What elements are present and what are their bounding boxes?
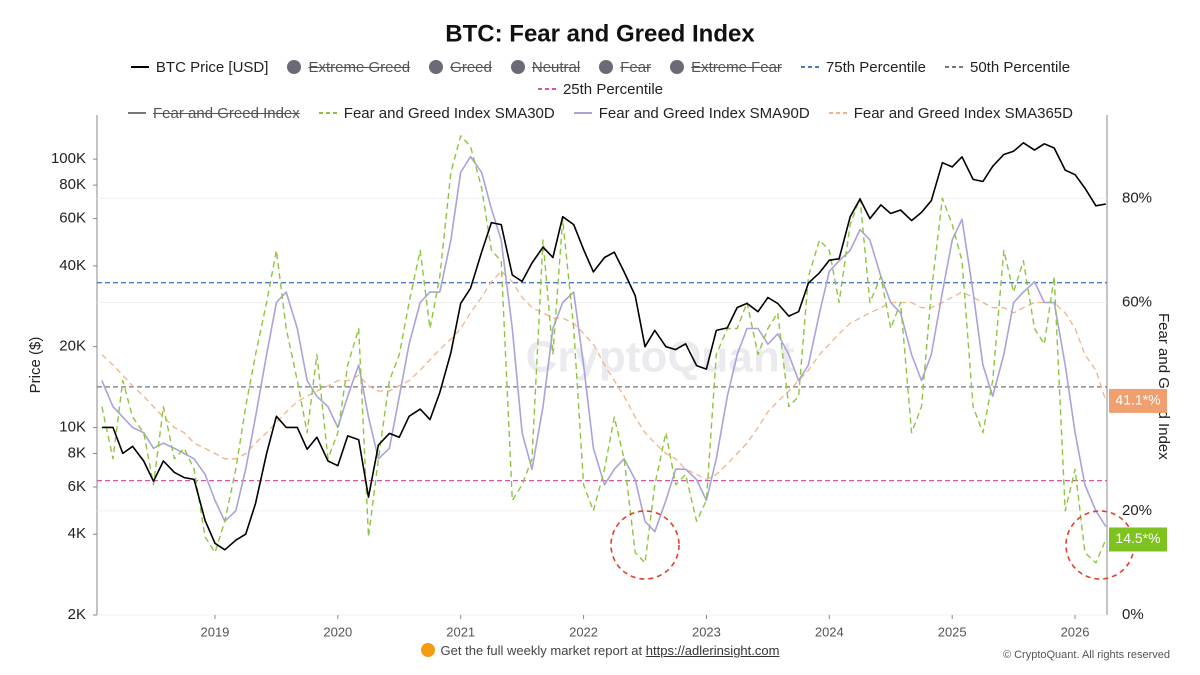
legend-swatch: [945, 66, 963, 68]
x-tick-label: 2025: [938, 624, 967, 639]
legend-swatch: [287, 60, 302, 74]
x-tick-label: 2019: [200, 624, 229, 639]
legend-label: 25th Percentile: [562, 80, 664, 98]
y2-tick-label: 0%: [1122, 606, 1144, 623]
legend-item[interactable]: Neutral: [510, 57, 580, 77]
legend-label: Extreme Greed: [308, 58, 411, 76]
legend-swatch: [573, 112, 592, 114]
legend-label: Fear and Greed Index SMA365D: [853, 104, 1073, 122]
y-axis-title: Price ($): [27, 337, 44, 394]
footer: Get the full weekly market report at htt…: [0, 643, 1200, 658]
legend-swatch: [670, 60, 685, 74]
legend-swatch: [599, 60, 614, 74]
legend-item[interactable]: 75th Percentile: [800, 57, 926, 77]
legend-label: Neutral: [531, 58, 581, 76]
legend-label: 75th Percentile: [825, 58, 926, 76]
legend-label: Greed: [450, 58, 492, 76]
legend: BTC Price [USD] Extreme Greed Greed Neutral…: [60, 57, 1140, 123]
legend-item[interactable]: Fear and Greed Index SMA30D: [318, 103, 555, 123]
y-tick-label: 80K: [59, 176, 86, 193]
legend-label: Fear and Greed Index SMA30D: [343, 104, 555, 122]
legend-label: Fear and Greed Index: [153, 104, 300, 122]
x-tick-label: 2021: [446, 624, 475, 639]
legend-item[interactable]: Extreme Greed: [286, 57, 410, 77]
legend-item[interactable]: Greed: [428, 57, 492, 77]
legend-label: Extreme Fear: [691, 58, 782, 76]
legend-swatch: [128, 112, 147, 114]
x-tick-label: 2022: [569, 624, 598, 639]
y2-tick-label: 80%: [1122, 189, 1152, 206]
y-tick-label: 4K: [68, 525, 86, 542]
legend-item[interactable]: 50th Percentile: [944, 57, 1070, 77]
legend-item[interactable]: Extreme Fear: [669, 57, 782, 77]
chart-title: BTC: Fear and Greed Index: [445, 20, 755, 47]
legend-symbol: [599, 60, 614, 74]
legend-symbol: [670, 60, 685, 74]
series-line: [101, 270, 1107, 481]
plot-area: [97, 135, 1107, 616]
x-tick-label: 2020: [323, 624, 352, 639]
watermark: CryptoQuant: [526, 333, 795, 382]
x-tick-label: 2023: [692, 624, 721, 639]
y-tick-label: 10K: [59, 418, 86, 435]
y-tick-label: 8K: [68, 444, 86, 461]
legend-swatch: [510, 60, 525, 74]
series-line: [101, 142, 1106, 551]
series-line: [101, 135, 1107, 564]
highlight-circle: [610, 510, 680, 580]
legend-swatch: [537, 88, 556, 90]
legend-item[interactable]: Fear: [598, 57, 651, 77]
y-tick-label: 6K: [68, 478, 86, 495]
legend-swatch: [130, 66, 149, 68]
y2-tick-label: 60%: [1122, 293, 1152, 310]
end-label-box: [1109, 388, 1167, 413]
x-tick-label: 2026: [1061, 624, 1090, 639]
series-line: [101, 155, 1107, 533]
y-tick-label: 100K: [51, 150, 86, 167]
legend-item[interactable]: BTC Price [USD]: [130, 57, 269, 77]
x-tick-label: 2024: [815, 624, 844, 639]
legend-label: Fear and Greed Index SMA90D: [598, 104, 810, 122]
legend-symbol: [429, 60, 444, 74]
legend-symbol: [287, 60, 302, 74]
legend-swatch: [800, 66, 819, 68]
legend-swatch: [828, 112, 847, 114]
y-tick-label: 60K: [59, 210, 86, 227]
y-tick-label: 2K: [68, 606, 86, 623]
legend-symbol: [510, 60, 525, 74]
legend-item[interactable]: Fear and Greed Index SMA90D: [573, 103, 810, 123]
copyright: © CryptoQuant. All rights reserved: [1002, 649, 1170, 661]
legend-item[interactable]: Fear and Greed Index: [127, 103, 300, 123]
end-label: 14.5*%: [1115, 530, 1160, 546]
legend-label: Fear: [620, 58, 652, 76]
legend-swatch: [318, 112, 337, 114]
y2-axis-title: Fear and Greed Index: [1155, 313, 1172, 460]
end-labels: 41.1*% 14.5*%: [1109, 388, 1167, 552]
footer-link[interactable]: https://adlerinsight.com: [645, 643, 780, 658]
end-label-box: [1109, 527, 1167, 552]
legend-label: 50th Percentile: [970, 58, 1071, 76]
legend-item[interactable]: Fear and Greed Index SMA365D: [828, 103, 1073, 123]
legend-label: BTC Price [USD]: [155, 58, 269, 76]
legend-swatch: [429, 60, 444, 74]
y-tick-label: 40K: [59, 257, 86, 274]
footer-icon: [420, 643, 435, 657]
end-label: 41.1*%: [1115, 392, 1160, 408]
y-tick-label: 20K: [59, 338, 86, 355]
y2-tick-label: 20%: [1122, 502, 1152, 519]
footer-text: Get the full weekly market report at: [440, 643, 643, 658]
legend-item[interactable]: 25th Percentile: [537, 79, 663, 99]
